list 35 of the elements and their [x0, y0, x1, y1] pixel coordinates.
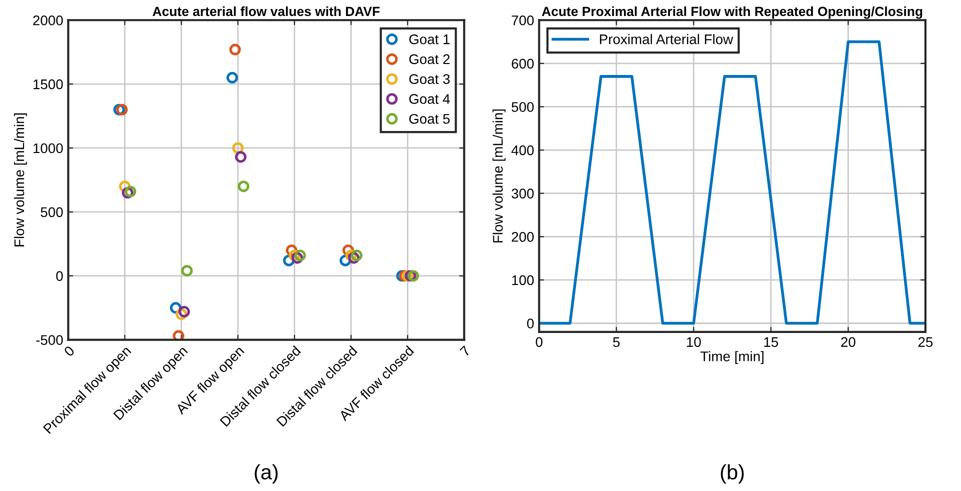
y-tick-label: 2000 — [33, 15, 63, 26]
legend-label: Proximal Arterial Flow — [600, 34, 734, 44]
chart-title: Acute Proximal Arterial Flow with Repeated Opening/Closing — [542, 6, 922, 19]
x-tick-label: 10 — [686, 337, 701, 347]
y-tick-label: 100 — [512, 275, 534, 286]
chart-title: Acute arterial flow values with DAVF — [152, 6, 380, 16]
x-tick-label: 0 — [536, 337, 542, 347]
legend-label: Goat 1 — [409, 34, 450, 44]
y-tick-label: 1000 — [34, 143, 63, 154]
x-axis-title: Time [min] — [700, 351, 764, 364]
x-tick-label: 7 — [460, 345, 471, 357]
y-tick-label: 500 — [40, 207, 63, 218]
y-tick-label: 700 — [512, 15, 534, 26]
y-tick-label: 0 — [527, 318, 534, 328]
y-tick-label: 300 — [512, 188, 534, 199]
text: (b) — [720, 464, 744, 484]
y-tick-label: 400 — [511, 145, 534, 156]
x-tick-label: 20 — [841, 337, 856, 347]
y-tick-label: 1500 — [34, 79, 63, 90]
legend-label: Goat 2 — [409, 54, 450, 64]
legend-label: Goat 4 — [409, 94, 450, 104]
legend-label: Goat 5 — [409, 114, 450, 124]
y-axis-title: Flow volume [mL/min] — [14, 113, 27, 246]
y-axis-title: Flow volume [mL/min] — [492, 109, 506, 242]
x-tick-label: 0 — [63, 345, 76, 357]
x-tick-label: 15 — [764, 337, 778, 347]
y-tick-label: 500 — [512, 102, 534, 112]
text: (a) — [254, 464, 278, 484]
y-tick-label: -500 — [36, 335, 63, 345]
y-tick-label: 200 — [512, 232, 534, 242]
x-tick-label: 25 — [918, 337, 933, 347]
x-tick-label: 5 — [613, 337, 620, 347]
y-tick-label: 600 — [512, 58, 534, 69]
legend-label: Goat 3 — [409, 74, 450, 84]
y-tick-label: 0 — [56, 271, 63, 282]
